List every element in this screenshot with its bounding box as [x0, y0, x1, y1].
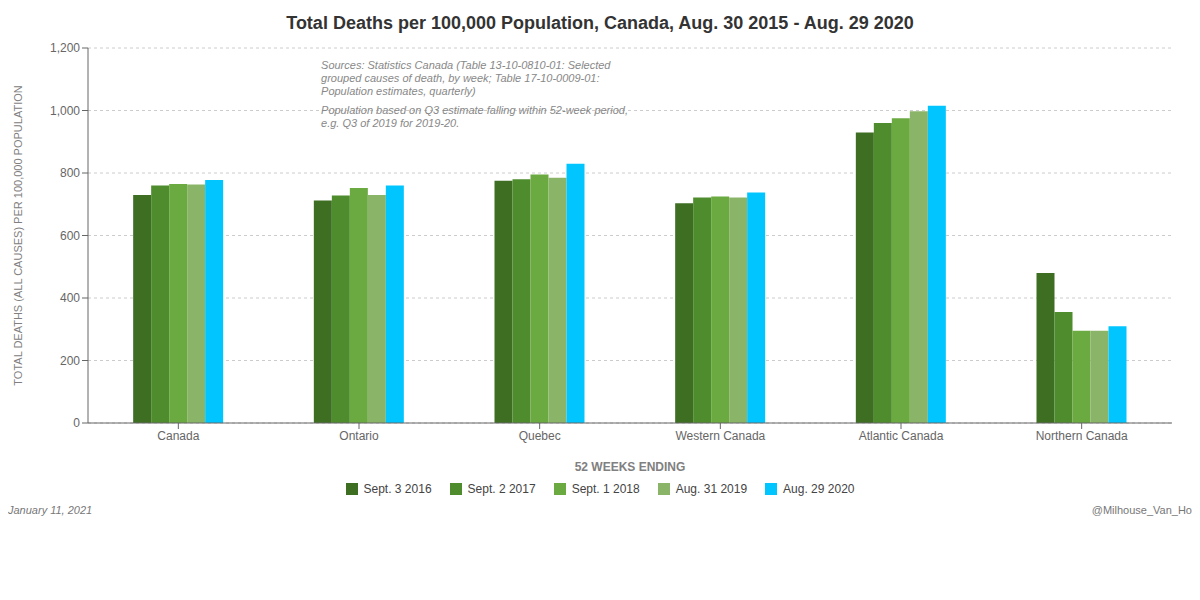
svg-text:0: 0 [73, 416, 80, 430]
svg-text:Ontario: Ontario [339, 429, 379, 443]
html-text:Sept. 1 2018: Sept. 1 2018 [571, 482, 640, 496]
html-text:Aug. 31 2019: Aug. 31 2019 [675, 482, 748, 496]
svg-text:Western Canada: Western Canada [675, 429, 765, 443]
svg-text:Quebec: Quebec [519, 429, 561, 443]
html-text:Aug. 29 2020: Aug. 29 2020 [783, 482, 855, 496]
svg-text:Atlantic Canada: Atlantic Canada [859, 429, 944, 443]
svg-text:800: 800 [60, 166, 80, 180]
svg-text:Canada: Canada [157, 429, 199, 443]
html-text:Total Deaths per 100,000 Popul: Total Deaths per 100,000 Population, Can… [286, 13, 914, 33]
svg-text:52 WEEKS ENDING: 52 WEEKS ENDING [575, 460, 686, 474]
html-text:Sources: Statistics Canada (Ta: Sources: Statistics Canada (Table 13-10-… [321, 59, 611, 98]
html-text:January 11, 2021: January 11, 2021 [8, 504, 93, 516]
svg-text:400: 400 [60, 291, 80, 305]
html-text:Sept. 3 2016: Sept. 3 2016 [363, 482, 432, 496]
html-text:Population based on Q3 estimat: Population based on Q3 estimate falling … [321, 104, 628, 130]
html-text:Sept. 2 2017: Sept. 2 2017 [467, 482, 536, 496]
html-text:@Milhouse_Van_Ho: @Milhouse_Van_Ho [1091, 504, 1192, 516]
svg-text:1,200: 1,200 [50, 41, 80, 55]
svg-text:TOTAL DEATHS (ALL CAUSES) PER: TOTAL DEATHS (ALL CAUSES) PER 100,000 PO… [12, 85, 24, 385]
svg-text:1,000: 1,000 [50, 104, 80, 118]
svg-text:Northern Canada: Northern Canada [1036, 429, 1128, 443]
svg-text:600: 600 [60, 229, 80, 243]
svg-text:200: 200 [60, 354, 80, 368]
